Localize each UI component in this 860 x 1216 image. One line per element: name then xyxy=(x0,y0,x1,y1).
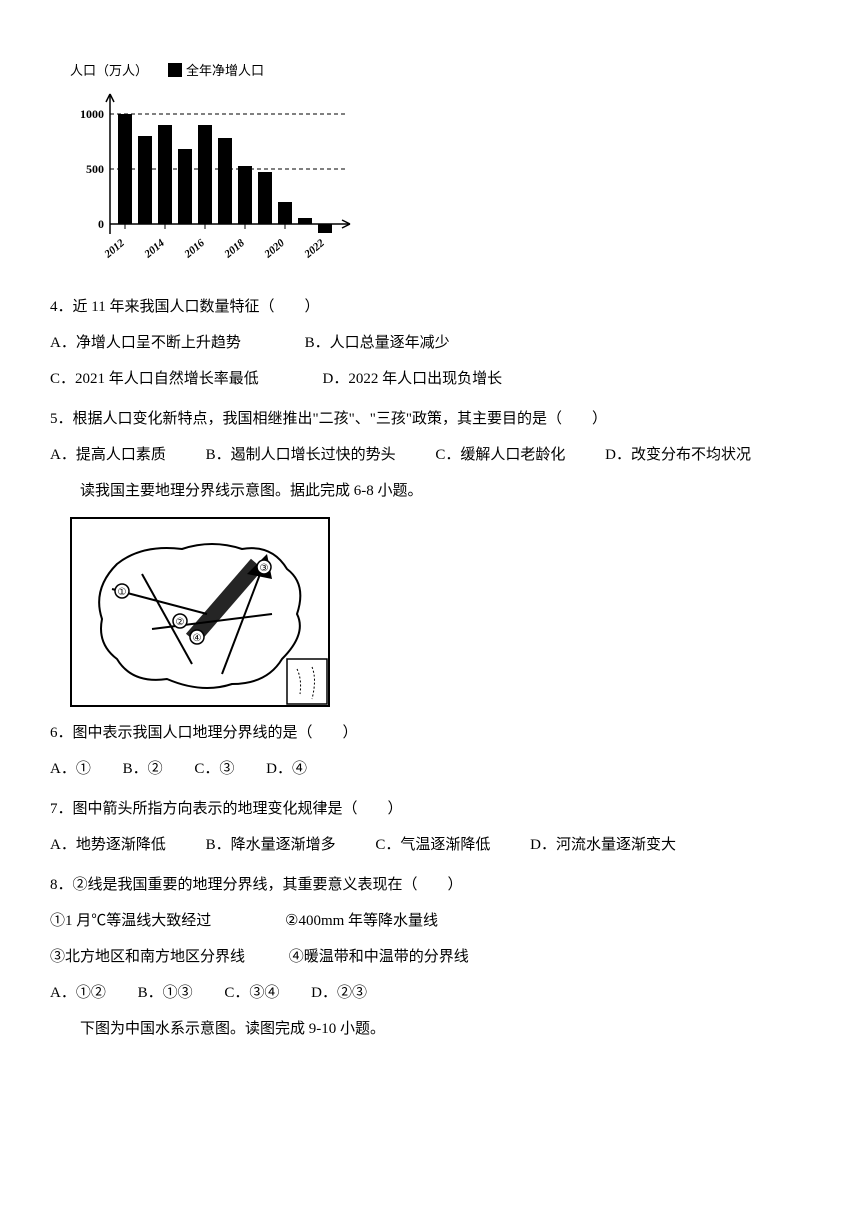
svg-text:②: ② xyxy=(176,617,185,628)
q7-opt-d: D．河流水量逐渐变大 xyxy=(530,827,676,863)
svg-text:③: ③ xyxy=(260,563,269,574)
q4-opt-b: B．人口总量逐年减少 xyxy=(305,325,450,361)
chart-legend: 全年净增人口 xyxy=(168,60,264,79)
population-chart: 人口（万人） 全年净增人口 1000 500 0 xyxy=(70,60,810,279)
q5-opt-a: A．提高人口素质 xyxy=(50,437,166,473)
q4-opt-d: D．2022 年人口出现负增长 xyxy=(323,361,503,397)
chart-header: 人口（万人） 全年净增人口 xyxy=(70,60,810,79)
q8-s4: ④暖温带和中温带的分界线 xyxy=(289,939,469,975)
q4-options-row1: A．净增人口呈不断上升趋势 B．人口总量逐年减少 xyxy=(50,325,810,361)
q7-opt-b: B．降水量逐渐增多 xyxy=(206,827,336,863)
q6-opt-d: D．④ xyxy=(266,751,307,787)
svg-text:2016: 2016 xyxy=(182,237,208,261)
q5-options: A．提高人口素质 B．遏制人口增长过快的势头 C．缓解人口老龄化 D．改变分布不… xyxy=(50,437,810,473)
intro-9-10: 下图为中国水系示意图。读图完成 9-10 小题。 xyxy=(50,1011,810,1047)
q8-statements-row2: ③北方地区和南方地区分界线 ④暖温带和中温带的分界线 xyxy=(50,939,810,975)
q8-opt-a: A．①② xyxy=(50,975,106,1011)
bars xyxy=(118,114,332,233)
svg-text:2018: 2018 xyxy=(222,237,248,261)
q5-opt-b: B．遏制人口增长过快的势头 xyxy=(206,437,396,473)
legend-text: 全年净增人口 xyxy=(186,63,264,78)
q7-text: 7．图中箭头所指方向表示的地理变化规律是（ ） xyxy=(50,791,810,827)
q6-text: 6．图中表示我国人口地理分界线的是（ ） xyxy=(50,715,810,751)
q7-opt-c: C．气温逐渐降低 xyxy=(375,827,490,863)
q8-opt-c: C．③④ xyxy=(224,975,279,1011)
q8-text: 8．②线是我国重要的地理分界线，其重要意义表现在（ ） xyxy=(50,867,810,903)
map-svg: ① ② ③ ④ xyxy=(72,519,332,709)
bar-chart-svg: 1000 500 0 2012 2014 xyxy=(70,84,360,274)
q5-text: 5．根据人口变化新特点，我国相继推出"二孩"、"三孩"政策，其主要目的是（ ） xyxy=(50,401,810,437)
q8-s1: ①1 月℃等温线大致经过 xyxy=(50,903,211,939)
q8-options: A．①② B．①③ C．③④ D．②③ xyxy=(50,975,810,1011)
q8-s3: ③北方地区和南方地区分界线 xyxy=(50,939,245,975)
q8-opt-b: B．①③ xyxy=(138,975,193,1011)
q8-opt-d: D．②③ xyxy=(311,975,367,1011)
q4-text: 4．近 11 年来我国人口数量特征（ ） xyxy=(50,289,810,325)
q8-statements-row1: ①1 月℃等温线大致经过 ②400mm 年等降水量线 xyxy=(50,903,810,939)
q6-opt-a: A．① xyxy=(50,751,91,787)
q6-options: A．① B．② C．③ D．④ xyxy=(50,751,810,787)
svg-text:2012: 2012 xyxy=(102,237,128,261)
y-axis-label: 人口（万人） xyxy=(70,60,148,79)
china-map-figure: ① ② ③ ④ xyxy=(70,517,330,707)
intro-6-8: 读我国主要地理分界线示意图。据此完成 6-8 小题。 xyxy=(50,473,810,509)
svg-text:2014: 2014 xyxy=(142,237,168,261)
svg-text:①: ① xyxy=(118,587,127,598)
legend-swatch xyxy=(168,63,182,77)
ytick-0: 0 xyxy=(98,217,104,231)
q7-opt-a: A．地势逐渐降低 xyxy=(50,827,166,863)
svg-text:④: ④ xyxy=(193,633,202,644)
q4-options-row2: C．2021 年人口自然增长率最低 D．2022 年人口出现负增长 xyxy=(50,361,810,397)
q7-options: A．地势逐渐降低 B．降水量逐渐增多 C．气温逐渐降低 D．河流水量逐渐变大 xyxy=(50,827,810,863)
q8-s2: ②400mm 年等降水量线 xyxy=(285,903,438,939)
q6-opt-c: C．③ xyxy=(194,751,234,787)
q4-opt-a: A．净增人口呈不断上升趋势 xyxy=(50,325,241,361)
ytick-500: 500 xyxy=(86,162,104,176)
q5-opt-c: C．缓解人口老龄化 xyxy=(435,437,565,473)
ytick-1000: 1000 xyxy=(80,107,104,121)
q6-opt-b: B．② xyxy=(123,751,163,787)
q4-opt-c: C．2021 年人口自然增长率最低 xyxy=(50,361,259,397)
q5-opt-d: D．改变分布不均状况 xyxy=(605,437,751,473)
svg-text:2020: 2020 xyxy=(262,237,288,261)
svg-text:2022: 2022 xyxy=(302,237,328,261)
